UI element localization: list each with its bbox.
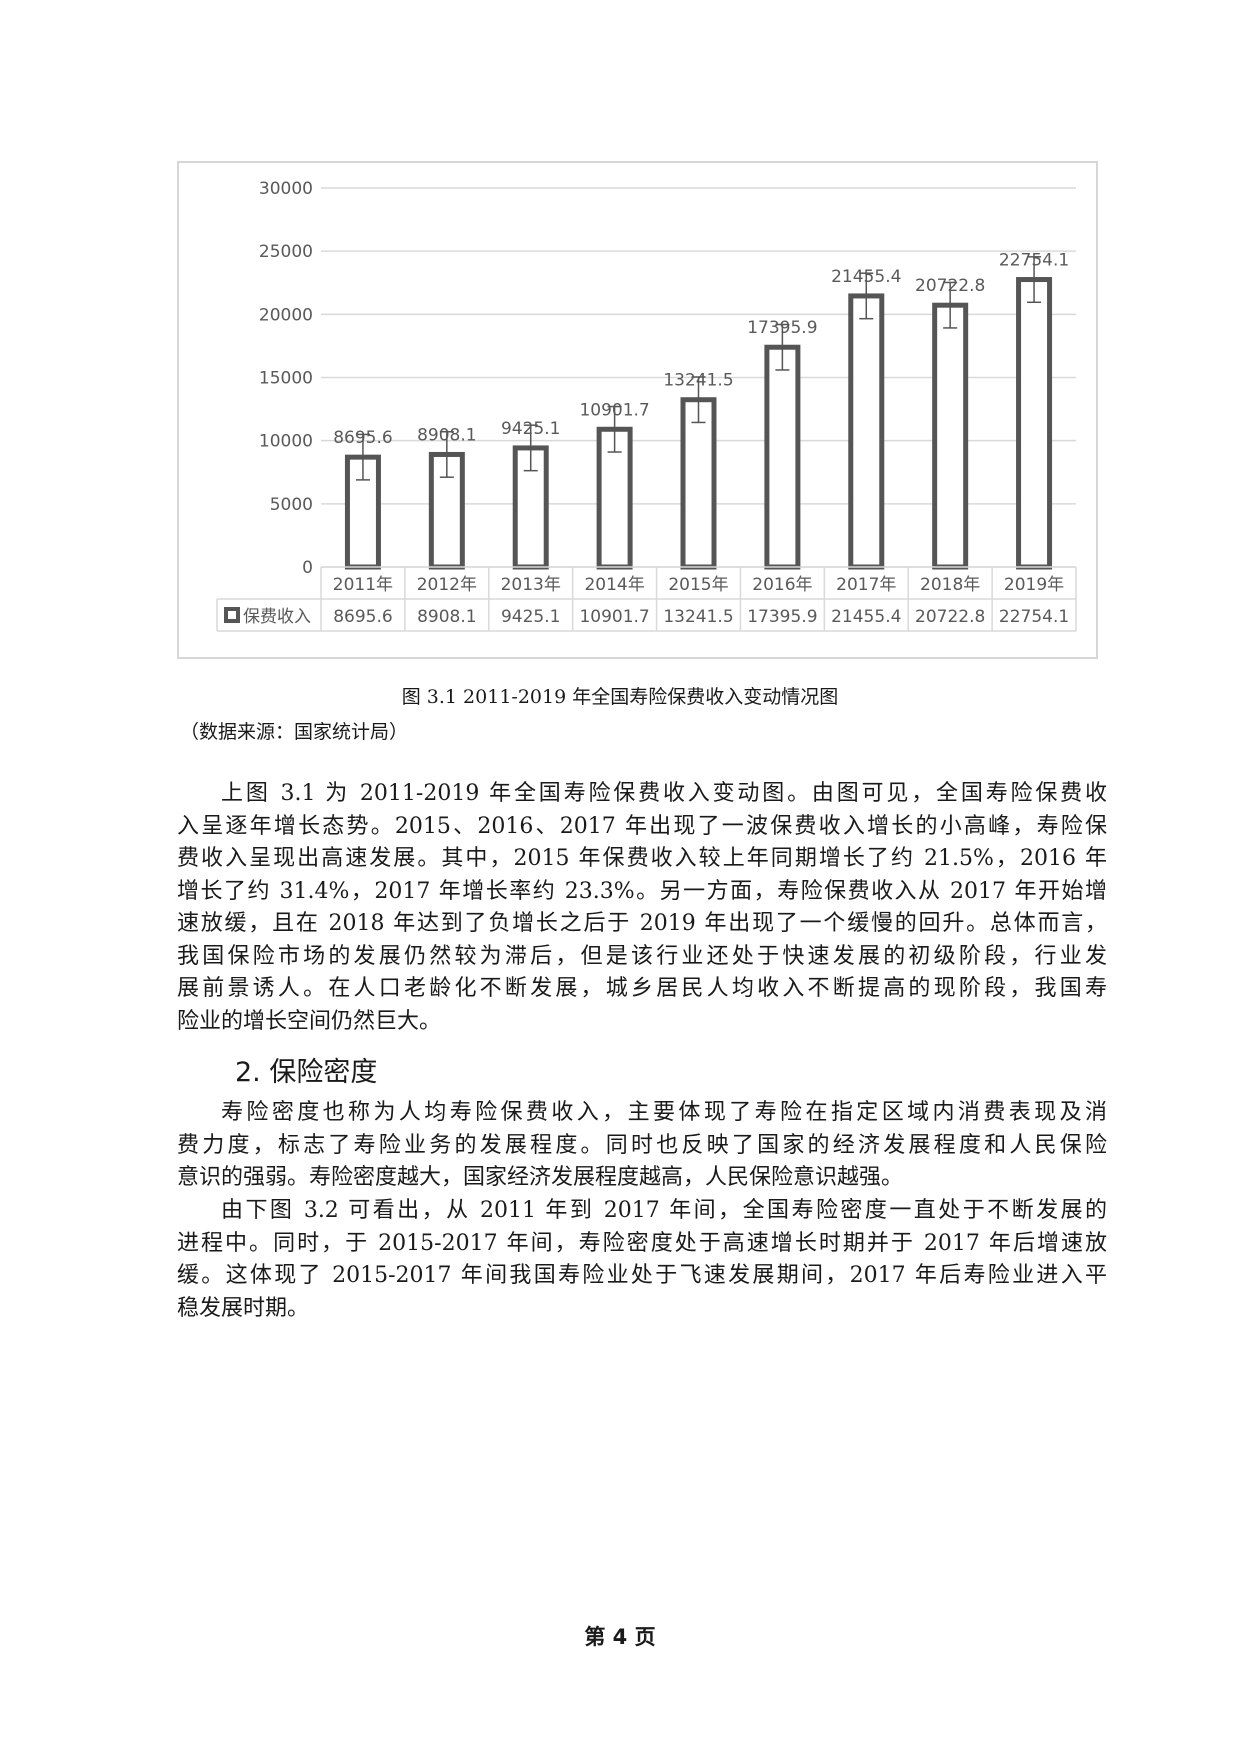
data-label: 9425.1 [501,419,560,439]
paragraph-line: 速放缓，且在 2018 年达到了负增长之后于 2019 年出现了一个缓慢的回升。… [177,911,1107,936]
x-tick-label: 2014年 [584,575,644,595]
paragraph-line: 意识的强弱。寿险密度越大，国家经济发展程度越高，人民保险意识越强。 [177,1165,904,1190]
table-value: 20722.8 [915,607,985,627]
chart-container: 0 5000 10000 15000 20000 25000 30000 8695.6 8908… [177,161,1098,659]
table-value: 8908.1 [417,607,476,627]
y-tick-label: 25000 [259,242,313,262]
table-value: 10901.7 [579,607,649,627]
table-value: 22754.1 [999,607,1069,627]
table-value: 17395.9 [747,607,817,627]
y-tick-label: 5000 [270,495,313,515]
paragraph-line: 费力度，标志了寿险业务的发展程度。同时也反映了国家的经济发展程度和人民保险 [177,1132,1107,1158]
table-value: 21455.4 [831,607,901,627]
paragraph-line: 由下图 3.2 可看出，从 2011 年到 2017 年间，全国寿险密度一直处于… [221,1198,1107,1223]
data-label: 22754.1 [999,251,1069,271]
paragraph-line: 上图 3.1 为 2011-2019 年全国寿险保费收入变动图。由图可见，全国寿… [221,781,1107,806]
bar [848,293,885,570]
data-label: 21455.4 [831,267,901,287]
bar [680,397,717,570]
x-tick-label: 2012年 [417,575,477,595]
data-label: 13241.5 [663,371,733,391]
x-tick-label: 2011年 [333,575,393,595]
figure-source: （数据来源：国家统计局） [180,721,409,743]
table-value: 8695.6 [333,607,392,627]
x-tick-label: 2018年 [920,575,980,595]
paragraph-line: 缓。这体现了 2015-2017 年间我国寿险业处于飞速发展期间，2017 年后… [177,1263,1107,1288]
paragraph-2: 寿险密度也称为人均寿险保费收入，主要体现了寿险在指定区域内消费表现及消 费力度，… [177,1097,1107,1195]
section-heading: 2. 保险密度 [235,1057,378,1088]
legend-key [224,607,240,623]
table-value: 13241.5 [663,607,733,627]
x-tick-label: 2019年 [1004,575,1064,595]
paragraph-line: 展前景诱人。在人口老龄化不断发展，城乡居民人均收入不断提高的现阶段，我国寿 [177,976,1107,1001]
x-tick-label: 2016年 [752,575,812,595]
paragraph-1: 上图 3.1 为 2011-2019 年全国寿险保费收入变动图。由图可见，全国寿… [177,778,1107,1038]
bar [1016,277,1053,570]
table-value: 9425.1 [501,607,560,627]
page-number: 第 4 页 [584,1625,656,1649]
bar [932,302,969,570]
x-tick-label: 2017年 [836,575,896,595]
paragraph-line: 增长了约 31.4%，2017 年增长率约 23.3%。另一方面，寿险保费收入从… [177,878,1107,904]
paragraph-line: 费收入呈现出高速发展。其中，2015 年保费收入较上年同期增长了约 21.5%，… [177,846,1107,871]
bar [764,344,801,570]
paragraph-3: 由下图 3.2 可看出，从 2011 年到 2017 年间，全国寿险密度一直处于… [177,1195,1107,1325]
data-label: 20722.8 [915,276,985,296]
legend-label: 保费收入 [243,607,311,627]
paragraph-line: 险业的增长空间仍然巨大。 [177,1008,442,1034]
data-label: 8908.1 [417,425,476,445]
bar-chart: 0 5000 10000 15000 20000 25000 30000 8695.6 8908… [216,179,1077,632]
y-tick-label: 10000 [259,432,313,452]
y-tick-label: 0 [302,558,313,578]
y-tick-label: 30000 [259,179,313,199]
data-label: 10901.7 [579,400,649,420]
data-label: 17395.9 [747,318,817,338]
x-tick-label: 2013年 [501,575,561,595]
paragraph-line: 进程中。同时，于 2015-2017 年间，寿险密度处于高速增长时期并于 201… [177,1230,1107,1256]
figure-caption: 图 3.1 2011-2019 年全国寿险保费收入变动情况图 [401,686,839,708]
y-tick-label: 15000 [259,369,313,389]
paragraph-line: 入呈逐年增长态势。2015、2016、2017 年出现了一波保费收入增长的小高峰… [177,813,1107,839]
data-label: 8695.6 [333,428,392,448]
paragraph-line: 稳发展时期。 [177,1295,310,1321]
y-tick-label: 20000 [259,305,313,325]
paragraph-line: 寿险密度也称为人均寿险保费收入，主要体现了寿险在指定区域内消费表现及消 [221,1100,1107,1125]
x-tick-label: 2015年 [668,575,728,595]
paragraph-line: 我国保险市场的发展仍然较为滞后，但是该行业还处于快速发展的初级阶段，行业发 [177,943,1107,969]
